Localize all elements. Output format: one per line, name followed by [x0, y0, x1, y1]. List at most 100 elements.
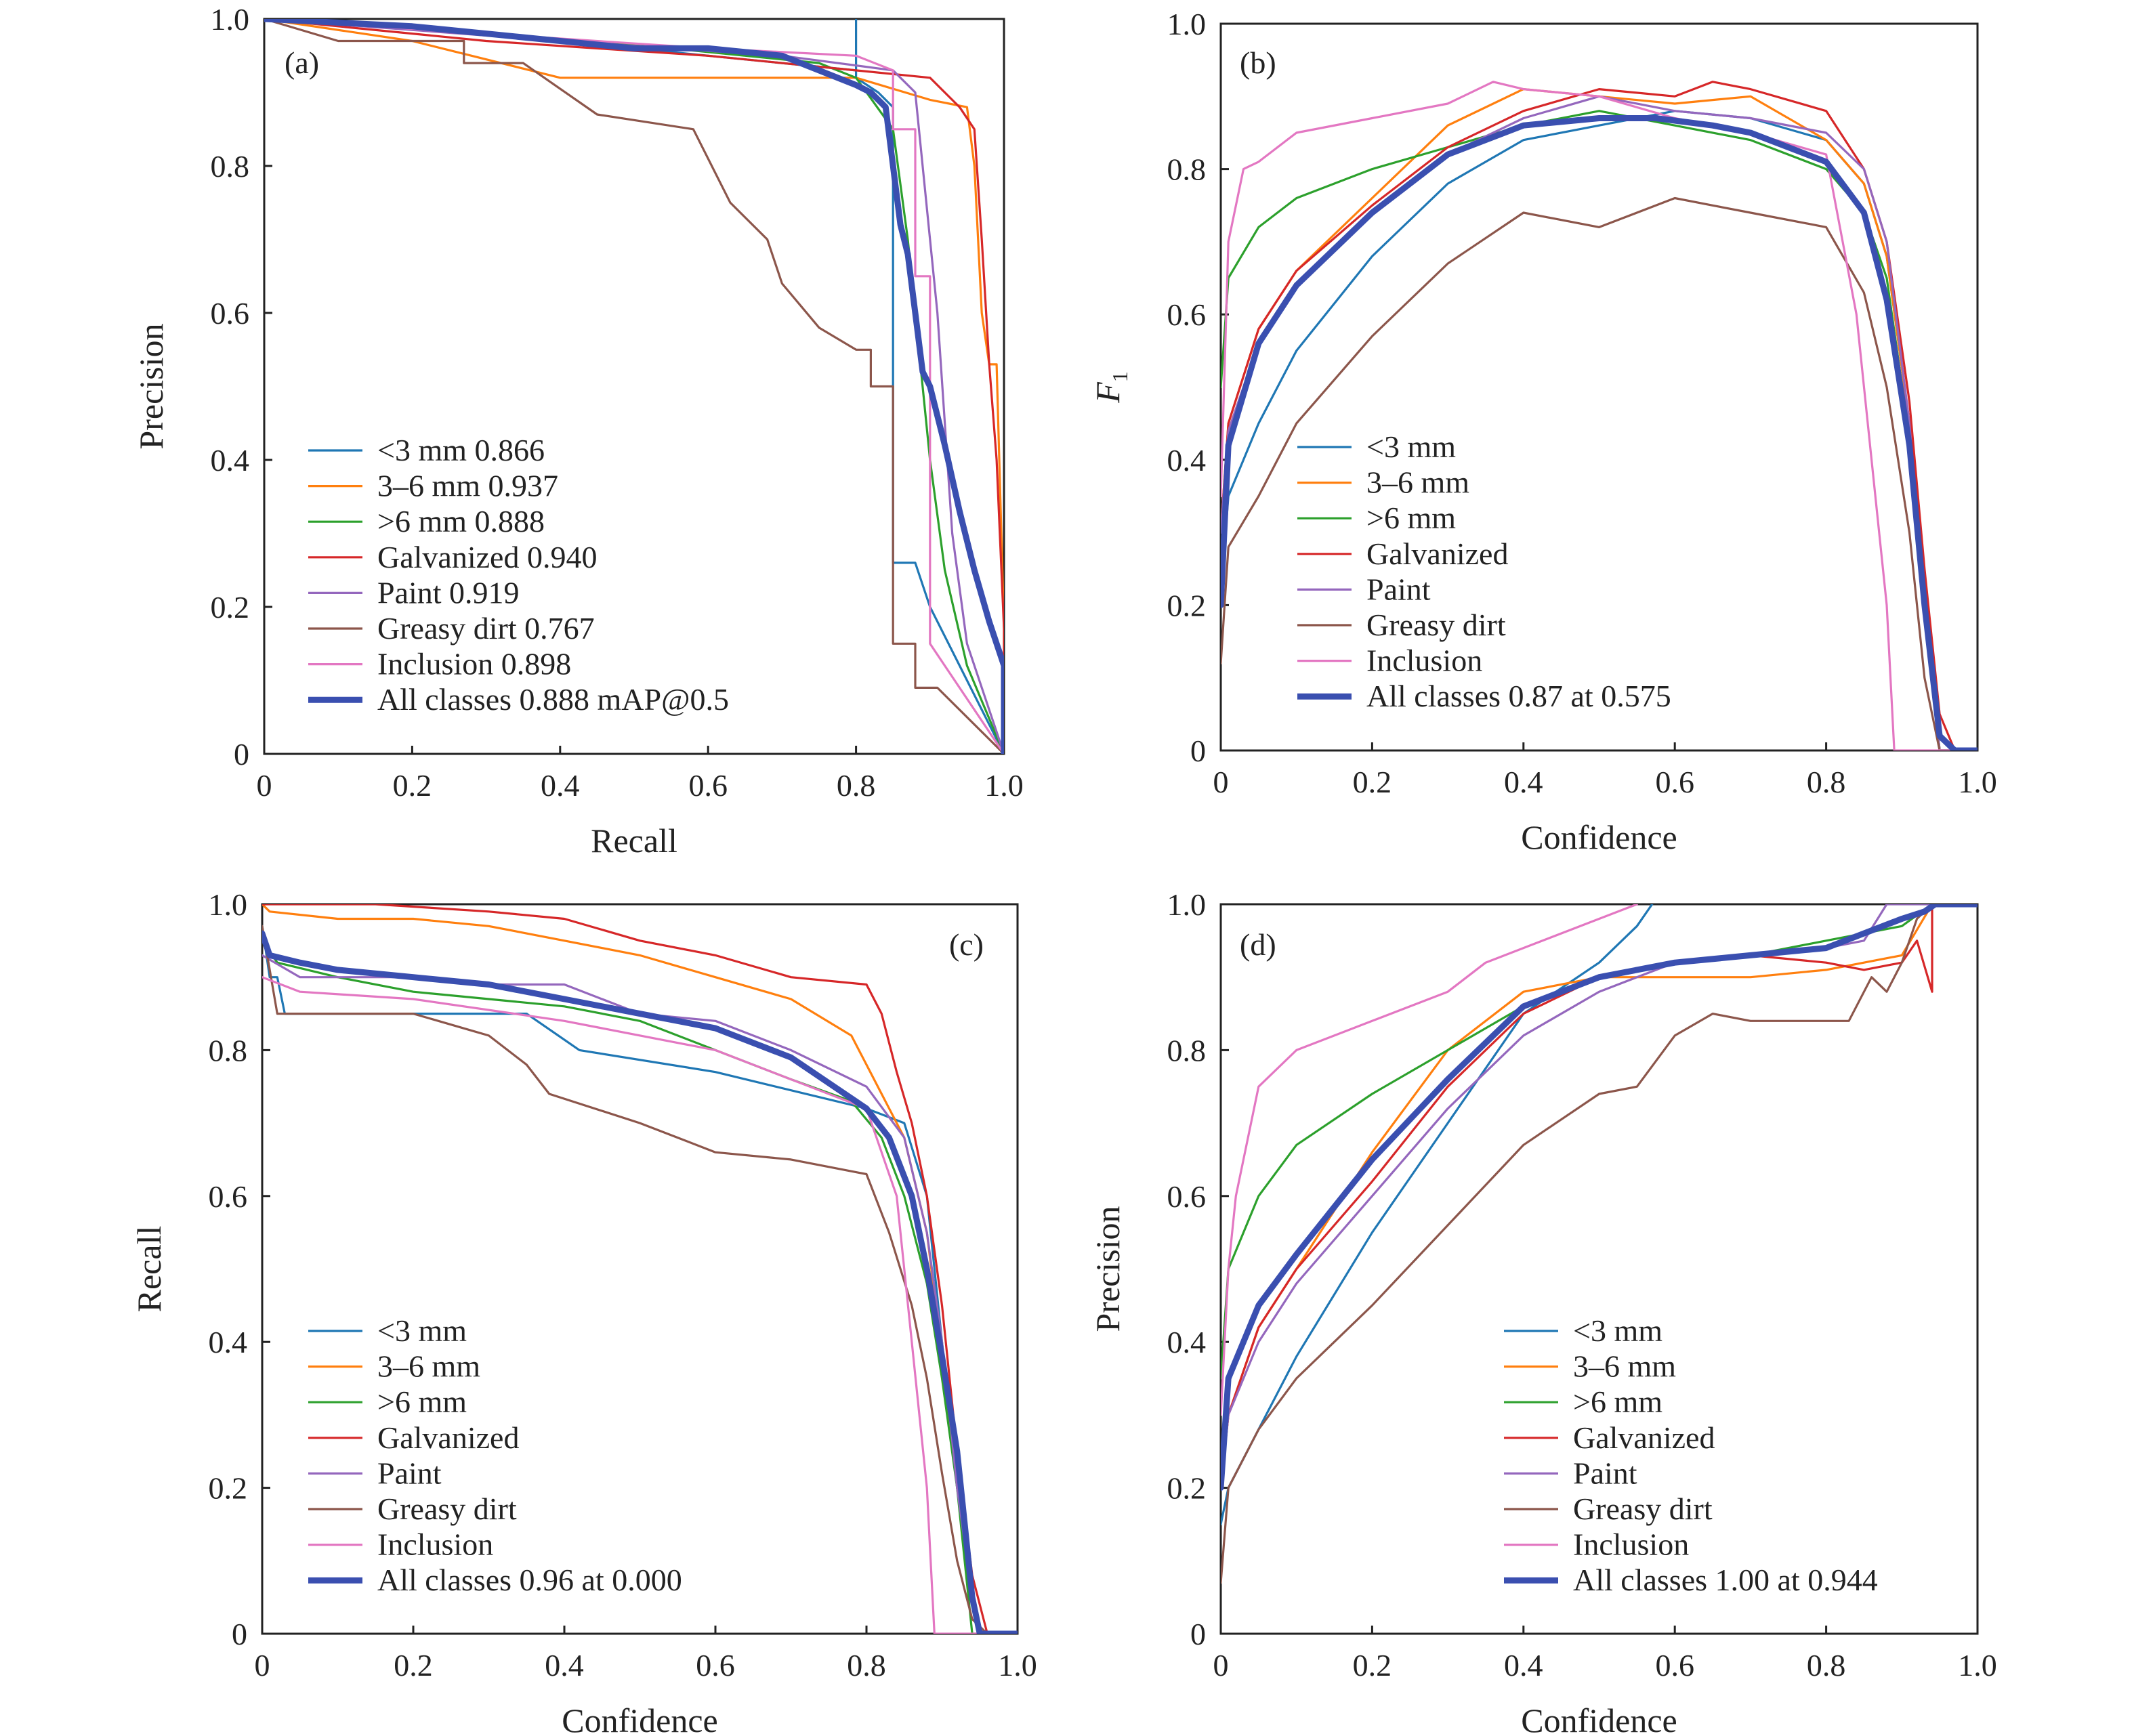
- panel-1-legend-label-2: 3–6 mm 0.937: [377, 469, 558, 503]
- panel-4-xtick-label: 0.6: [1655, 1648, 1694, 1682]
- panel-1-xlabel: Recall: [591, 822, 677, 860]
- panel-3-ytick-label: 0.6: [209, 1179, 248, 1214]
- panel-2-legend-label-6: Greasy dirt: [1366, 608, 1506, 642]
- panel-3-xtick-label: 1.0: [998, 1648, 1037, 1682]
- panel-2-series-6-line: [1221, 196, 1978, 750]
- panel-4-xtick-label: 0.4: [1504, 1648, 1543, 1682]
- panel-4-legend-label-2: 3–6 mm: [1573, 1349, 1676, 1384]
- panel-4-series-5-line: [1221, 904, 1978, 1489]
- panel-4-xtick-label: 1.0: [1958, 1648, 1997, 1682]
- panel-4-legend-label-8: All classes 1.00 at 0.944: [1573, 1563, 1878, 1597]
- panel-2-xlabel: Confidence: [1521, 818, 1677, 856]
- panel-2-ylabel-sub: 1: [1108, 371, 1132, 382]
- panel-2-xtick-label: 0.4: [1504, 765, 1543, 799]
- panel-2-legend-label-4: Galvanized: [1366, 536, 1508, 571]
- panel-4-ylabel: Precision: [1089, 1206, 1127, 1332]
- panel-4-legend-label-5: Paint: [1573, 1456, 1637, 1490]
- panel-3-series-3-line: [262, 939, 1018, 1634]
- panel-3-ytick-label: 1.0: [209, 887, 248, 922]
- panel-3-ytick-label: 0.8: [209, 1033, 248, 1067]
- panel-4-series-group: [1221, 904, 1978, 1584]
- panel-2-xtick-label: 0: [1213, 765, 1229, 799]
- panel-4-xtick-label: 0.2: [1353, 1648, 1392, 1682]
- panel-2-legend-label-5: Paint: [1366, 572, 1431, 606]
- panel-1-frame: [263, 18, 1005, 755]
- panel-1-xtick-label: 1.0: [984, 768, 1024, 803]
- panel-4-frame: [1219, 903, 1979, 1635]
- panel-2-ytick-label: 0.2: [1167, 588, 1207, 622]
- panel-4-legend-label-3: >6 mm: [1573, 1384, 1662, 1419]
- panel-4-ytick-label: 0.8: [1167, 1033, 1207, 1067]
- panel-3-tag: (c): [949, 927, 984, 962]
- panel-2-xtick-label: 1.0: [1958, 765, 1997, 799]
- panel-3-xlabel: Confidence: [562, 1701, 717, 1736]
- panel-1-series-4-line: [264, 19, 1004, 754]
- panel-2-ylabel: F1: [1089, 371, 1132, 404]
- panel-1: 0 0.2 0.4 0.6 0.8 1.0 0 0.2 0.4 0.6 0.8 1.0 Recall Pr…: [132, 2, 1024, 860]
- panel-1-xtick-label: 0: [257, 768, 272, 803]
- panel-1-ytick-label: 0.2: [211, 590, 250, 624]
- panel-3-legend-label-4: Galvanized: [377, 1420, 519, 1455]
- panel-3-xtick-label: 0.2: [394, 1648, 433, 1682]
- panel-2-ytick-label: 0.8: [1167, 152, 1207, 187]
- panel-3-ylabel: Recall: [130, 1226, 168, 1313]
- panel-4-series-6-line: [1221, 904, 1978, 1584]
- panel-2: 0 0.2 0.4 0.6 0.8 1.0 0 0.2 0.4 0.6 0.8 1.0 Confiden…: [1089, 7, 1997, 856]
- panel-1-series-2-line: [264, 19, 1004, 754]
- panel-4-ytick-label: 0.4: [1167, 1325, 1207, 1359]
- panel-3-xtick-label: 0.8: [847, 1648, 886, 1682]
- panel-1-series-group: [264, 19, 1004, 754]
- panel-3: 0 0.2 0.4 0.6 0.8 1.0 0 0.2 0.4 0.6 0.8 1.0 Confiden…: [130, 887, 1037, 1736]
- panel-2-xtick-label: 0.6: [1655, 765, 1694, 799]
- panel-3-series-6-line: [262, 925, 1018, 1634]
- panel-4-series-7-line: [1221, 904, 1638, 1416]
- panel-1-series-6-line: [264, 19, 1004, 754]
- panel-3-legend-label-7: Inclusion: [377, 1527, 493, 1562]
- panel-4-xtick-label: 0.8: [1807, 1648, 1846, 1682]
- panel-3-series-7-line: [262, 976, 1018, 1634]
- panel-2-ylabel-main: F: [1089, 382, 1127, 404]
- panel-4-xtick-label: 0: [1213, 1648, 1229, 1682]
- panel-3-series-5-line: [262, 954, 1018, 1634]
- panel-4-tag: (d): [1240, 927, 1276, 962]
- panel-1-legend-label-8: All classes 0.888 mAP@0.5: [377, 682, 729, 717]
- panel-3-legend-label-1: <3 mm: [377, 1313, 467, 1348]
- panel-2-legend-label-1: <3 mm: [1366, 429, 1456, 464]
- panel-2-series-5-line: [1221, 95, 1978, 750]
- panel-2-series-group: [1221, 81, 1978, 750]
- panel-2-legend-label-2: 3–6 mm: [1366, 465, 1469, 500]
- panel-3-legend-label-8: All classes 0.96 at 0.000: [377, 1563, 682, 1597]
- panel-2-xtick-label: 0.8: [1807, 765, 1846, 799]
- panel-1-ylabel: Precision: [132, 323, 170, 449]
- panel-1-tag: (a): [285, 45, 319, 80]
- panel-3-frame: [261, 903, 1019, 1635]
- panel-1-xtick-label: 0.4: [541, 768, 580, 803]
- panel-3-xtick-label: 0.6: [696, 1648, 735, 1682]
- panel-3-series-8-line: [262, 930, 1018, 1634]
- panel-2-legend-label-3: >6 mm: [1366, 501, 1456, 535]
- panel-1-legend-label-5: Paint 0.919: [377, 575, 520, 610]
- panel-4-legend-label-1: <3 mm: [1573, 1313, 1662, 1348]
- panel-1-legend-label-1: <3 mm 0.866: [377, 433, 545, 467]
- panel-4-xlabel: Confidence: [1521, 1701, 1677, 1736]
- panel-2-series-3-line: [1221, 110, 1978, 750]
- panel-2-series-4-line: [1221, 81, 1978, 750]
- panel-2-series-8-line: [1221, 115, 1978, 750]
- panel-1-xtick-label: 0.8: [837, 768, 876, 803]
- panel-4-legend-label-6: Greasy dirt: [1573, 1491, 1713, 1526]
- panel-1-ytick-label: 0.8: [211, 149, 250, 184]
- panel-4-ytick-label: 1.0: [1167, 887, 1207, 922]
- panel-4-ytick-label: 0.2: [1167, 1471, 1207, 1506]
- panel-2-legend-label-8: All classes 0.87 at 0.575: [1366, 679, 1671, 713]
- panel-3-legend-label-3: >6 mm: [377, 1384, 467, 1419]
- panel-2-ytick-label: 1.0: [1167, 7, 1207, 41]
- panel-1-legend-label-4: Galvanized 0.940: [377, 540, 597, 574]
- panel-3-xtick-label: 0: [255, 1648, 270, 1682]
- panel-1-legend-label-6: Greasy dirt 0.767: [377, 611, 595, 645]
- panel-4-legend-label-7: Inclusion: [1573, 1527, 1689, 1562]
- panel-1-ytick-label: 0: [234, 737, 249, 771]
- panel-2-xtick-label: 0.2: [1353, 765, 1392, 799]
- panel-4: 0 0.2 0.4 0.6 0.8 1.0 0 0.2 0.4 0.6 0.8 1.0 Confiden…: [1089, 887, 1997, 1736]
- panel-2-ytick-label: 0.4: [1167, 443, 1207, 478]
- panel-2-series-1-line: [1221, 110, 1978, 750]
